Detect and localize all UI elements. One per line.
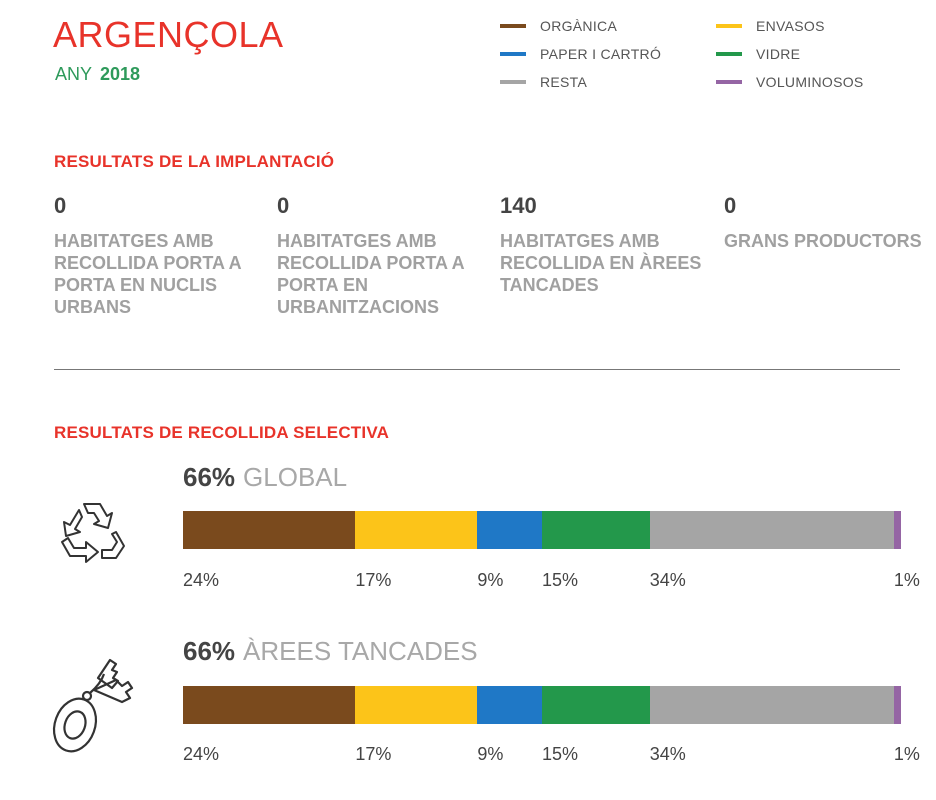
- stat-value: 0: [724, 193, 737, 218]
- chart-global-pct: 66%: [183, 462, 236, 492]
- year-row: ANY 2018: [55, 64, 140, 85]
- stat-label: HABITATGES AMB RECOLLIDA EN ÀREES TANCAD…: [500, 231, 702, 295]
- value-label-voluminosos: 1%: [893, 570, 920, 590]
- section-divider: [54, 369, 900, 370]
- value-label-vidre: 15%: [542, 744, 579, 764]
- bar-segment-voluminosos: [893, 511, 901, 549]
- year-label: ANY: [55, 64, 93, 84]
- chart-arees-title: 66% ÀREES TANCADES: [183, 636, 478, 667]
- legend-label: VOLUMINOSOS: [756, 74, 864, 90]
- value-label-envasos: 17%: [355, 570, 392, 590]
- chart-global-name: GLOBAL: [243, 462, 348, 492]
- stat-grans-productors: 0 GRANS PRODUCTORS: [724, 194, 936, 252]
- bar-segment-organica: [183, 511, 356, 549]
- chart-global-title: 66% GLOBAL: [183, 462, 347, 493]
- stat-label: GRANS PRODUCTORS: [724, 231, 922, 251]
- legend-item-vidre: VIDRE: [716, 46, 800, 62]
- legend-label: PAPER I CARTRÓ: [540, 46, 662, 62]
- stat-arees-tancades: 140 HABITATGES AMB RECOLLIDA EN ÀREES TA…: [500, 194, 715, 296]
- recycle-icon: [61, 503, 125, 563]
- chart-arees-pct: 66%: [183, 636, 236, 666]
- bar-segment-vidre: [542, 686, 650, 724]
- legend: ORGÀNICA ENVASOS PAPER I CARTRÓ VIDRE RE…: [500, 18, 900, 98]
- value-label-voluminosos: 1%: [893, 744, 920, 764]
- legend-swatch: [716, 52, 742, 56]
- selective-heading: RESULTATS DE RECOLLIDA SELECTIVA: [54, 423, 390, 442]
- legend-swatch: [500, 52, 526, 56]
- keys-tag-icon: [52, 658, 134, 753]
- value-label-vidre: 15%: [542, 570, 579, 590]
- legend-label: ENVASOS: [756, 18, 825, 34]
- bar-segment-organica: [183, 686, 356, 724]
- legend-item-organica: ORGÀNICA: [500, 18, 617, 34]
- value-label-organica: 24%: [183, 744, 220, 764]
- stat-porta-a-porta-urbanitzacions: 0 HABITATGES AMB RECOLLIDA PORTA A PORTA…: [277, 194, 492, 318]
- year-value: 2018: [100, 64, 141, 84]
- bar-segment-envasos: [355, 511, 478, 549]
- legend-item-paper: PAPER I CARTRÓ: [500, 46, 661, 62]
- legend-label: ORGÀNICA: [540, 18, 618, 34]
- value-label-envasos: 17%: [355, 744, 392, 764]
- legend-swatch: [716, 24, 742, 28]
- legend-swatch: [500, 80, 526, 84]
- legend-swatch: [716, 80, 742, 84]
- stat-porta-a-porta-nuclis: 0 HABITATGES AMB RECOLLIDA PORTA A PORTA…: [54, 194, 269, 318]
- stat-label: HABITATGES AMB RECOLLIDA PORTA A PORTA E…: [277, 231, 464, 317]
- bar-segment-resta: [649, 686, 894, 724]
- chart-arees-bar: [183, 686, 901, 724]
- value-label-paper: 9%: [477, 570, 504, 590]
- legend-item-voluminosos: VOLUMINOSOS: [716, 74, 864, 90]
- page-title: ARGENÇOLA: [53, 14, 284, 55]
- bar-segment-resta: [649, 511, 894, 549]
- legend-label: RESTA: [540, 74, 588, 90]
- value-label-organica: 24%: [183, 570, 220, 590]
- bar-segment-envasos: [355, 686, 478, 724]
- stat-label: HABITATGES AMB RECOLLIDA PORTA A PORTA E…: [54, 231, 241, 317]
- value-label-resta: 34%: [649, 570, 686, 590]
- stat-value: 0: [277, 193, 290, 218]
- stat-value: 140: [500, 193, 537, 218]
- bar-segment-voluminosos: [893, 686, 901, 724]
- chart-global-bar: [183, 511, 901, 549]
- bar-segment-paper: [477, 686, 542, 724]
- legend-swatch: [500, 24, 526, 28]
- legend-label: VIDRE: [756, 46, 801, 62]
- value-label-paper: 9%: [477, 744, 504, 764]
- bar-segment-paper: [477, 511, 542, 549]
- implantation-heading: RESULTATS DE LA IMPLANTACIÓ: [54, 152, 335, 171]
- bar-segment-vidre: [542, 511, 650, 549]
- legend-item-envasos: ENVASOS: [716, 18, 825, 34]
- stat-value: 0: [54, 193, 67, 218]
- value-label-resta: 34%: [649, 744, 686, 764]
- legend-item-resta: RESTA: [500, 74, 587, 90]
- chart-arees-name: ÀREES TANCADES: [243, 636, 478, 666]
